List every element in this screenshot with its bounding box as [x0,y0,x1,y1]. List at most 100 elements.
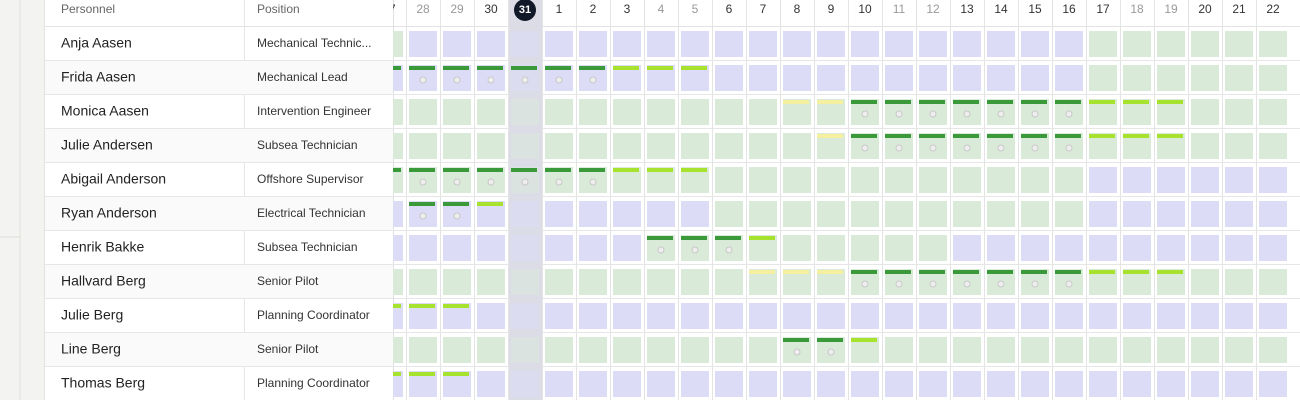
day-cell[interactable] [715,133,743,159]
day-cell[interactable] [375,133,403,159]
day-cell[interactable] [443,235,471,261]
day-cell[interactable] [375,337,403,363]
day-label[interactable]: 8 [794,2,801,16]
day-cell[interactable] [579,133,607,159]
day-cell[interactable] [1089,31,1117,57]
day-cell[interactable] [443,31,471,57]
day-cell[interactable] [953,65,981,91]
day-label[interactable]: 13 [960,2,974,16]
day-cell[interactable] [715,167,743,193]
day-label[interactable]: 2 [590,2,597,16]
day-cell[interactable] [1259,235,1287,261]
day-cell[interactable] [783,167,811,193]
day-cell[interactable] [987,201,1015,227]
day-cell[interactable] [1123,65,1151,91]
day-cell[interactable] [613,201,641,227]
day-cell[interactable] [1157,65,1185,91]
day-label[interactable]: 17 [1096,2,1110,16]
day-cell[interactable] [1123,31,1151,57]
day-cell[interactable] [1021,371,1049,397]
day-cell[interactable] [817,303,845,329]
person-name[interactable]: Line Berg [61,341,121,357]
day-cell[interactable] [987,337,1015,363]
day-cell[interactable] [1225,303,1253,329]
day-cell[interactable] [545,99,573,125]
day-cell[interactable] [919,337,947,363]
day-cell[interactable] [579,303,607,329]
day-cell[interactable] [817,167,845,193]
day-cell[interactable] [613,371,641,397]
day-cell[interactable] [1191,31,1219,57]
day-label[interactable]: 21 [1232,2,1246,16]
day-cell[interactable] [885,337,913,363]
day-cell[interactable] [647,337,675,363]
person-name[interactable]: Monica Aasen [61,103,149,119]
day-cell[interactable] [443,133,471,159]
day-cell[interactable] [1055,337,1083,363]
day-cell[interactable] [1191,201,1219,227]
day-cell[interactable] [1259,201,1287,227]
day-cell[interactable] [1191,269,1219,295]
day-cell[interactable] [1055,167,1083,193]
day-cell[interactable] [647,303,675,329]
day-cell[interactable] [681,337,709,363]
day-cell[interactable] [715,65,743,91]
day-cell[interactable] [749,65,777,91]
day-cell[interactable] [783,371,811,397]
day-cell[interactable] [681,133,709,159]
day-cell[interactable] [1259,337,1287,363]
day-cell[interactable] [1225,201,1253,227]
day-cell[interactable] [681,371,709,397]
day-cell[interactable] [511,337,539,363]
day-cell[interactable] [715,371,743,397]
day-cell[interactable] [1191,99,1219,125]
day-cell[interactable] [1259,133,1287,159]
day-cell[interactable] [1157,201,1185,227]
day-cell[interactable] [715,201,743,227]
day-cell[interactable] [1021,235,1049,261]
day-cell[interactable] [579,371,607,397]
day-label[interactable]: 28 [416,2,430,16]
day-label[interactable]: 29 [450,2,464,16]
day-cell[interactable] [511,269,539,295]
day-cell[interactable] [545,303,573,329]
day-cell[interactable] [919,167,947,193]
day-cell[interactable] [1191,337,1219,363]
day-cell[interactable] [885,371,913,397]
day-cell[interactable] [1259,167,1287,193]
day-cell[interactable] [1089,167,1117,193]
day-cell[interactable] [375,269,403,295]
day-label[interactable]: 7 [760,2,767,16]
day-cell[interactable] [885,303,913,329]
day-cell[interactable] [409,31,437,57]
day-cell[interactable] [1055,371,1083,397]
day-cell[interactable] [783,31,811,57]
day-cell[interactable] [783,235,811,261]
day-label[interactable]: 27 [382,2,396,16]
day-label[interactable]: 15 [1028,2,1042,16]
day-cell[interactable] [919,235,947,261]
day-label[interactable]: 14 [994,2,1008,16]
day-cell[interactable] [477,269,505,295]
day-cell[interactable] [647,99,675,125]
day-cell[interactable] [681,31,709,57]
day-cell[interactable] [987,235,1015,261]
day-cell[interactable] [749,371,777,397]
day-cell[interactable] [987,303,1015,329]
day-cell[interactable] [885,65,913,91]
day-label[interactable]: 5 [692,2,699,16]
day-cell[interactable] [1157,371,1185,397]
day-cell[interactable] [579,235,607,261]
day-cell[interactable] [375,303,403,329]
day-cell[interactable] [613,31,641,57]
day-cell[interactable] [545,371,573,397]
day-cell[interactable] [681,201,709,227]
day-cell[interactable] [681,99,709,125]
day-cell[interactable] [443,99,471,125]
day-cell[interactable] [511,31,539,57]
day-cell[interactable] [1055,303,1083,329]
day-label[interactable]: 6 [726,2,733,16]
day-cell[interactable] [613,337,641,363]
day-cell[interactable] [919,303,947,329]
day-cell[interactable] [545,201,573,227]
